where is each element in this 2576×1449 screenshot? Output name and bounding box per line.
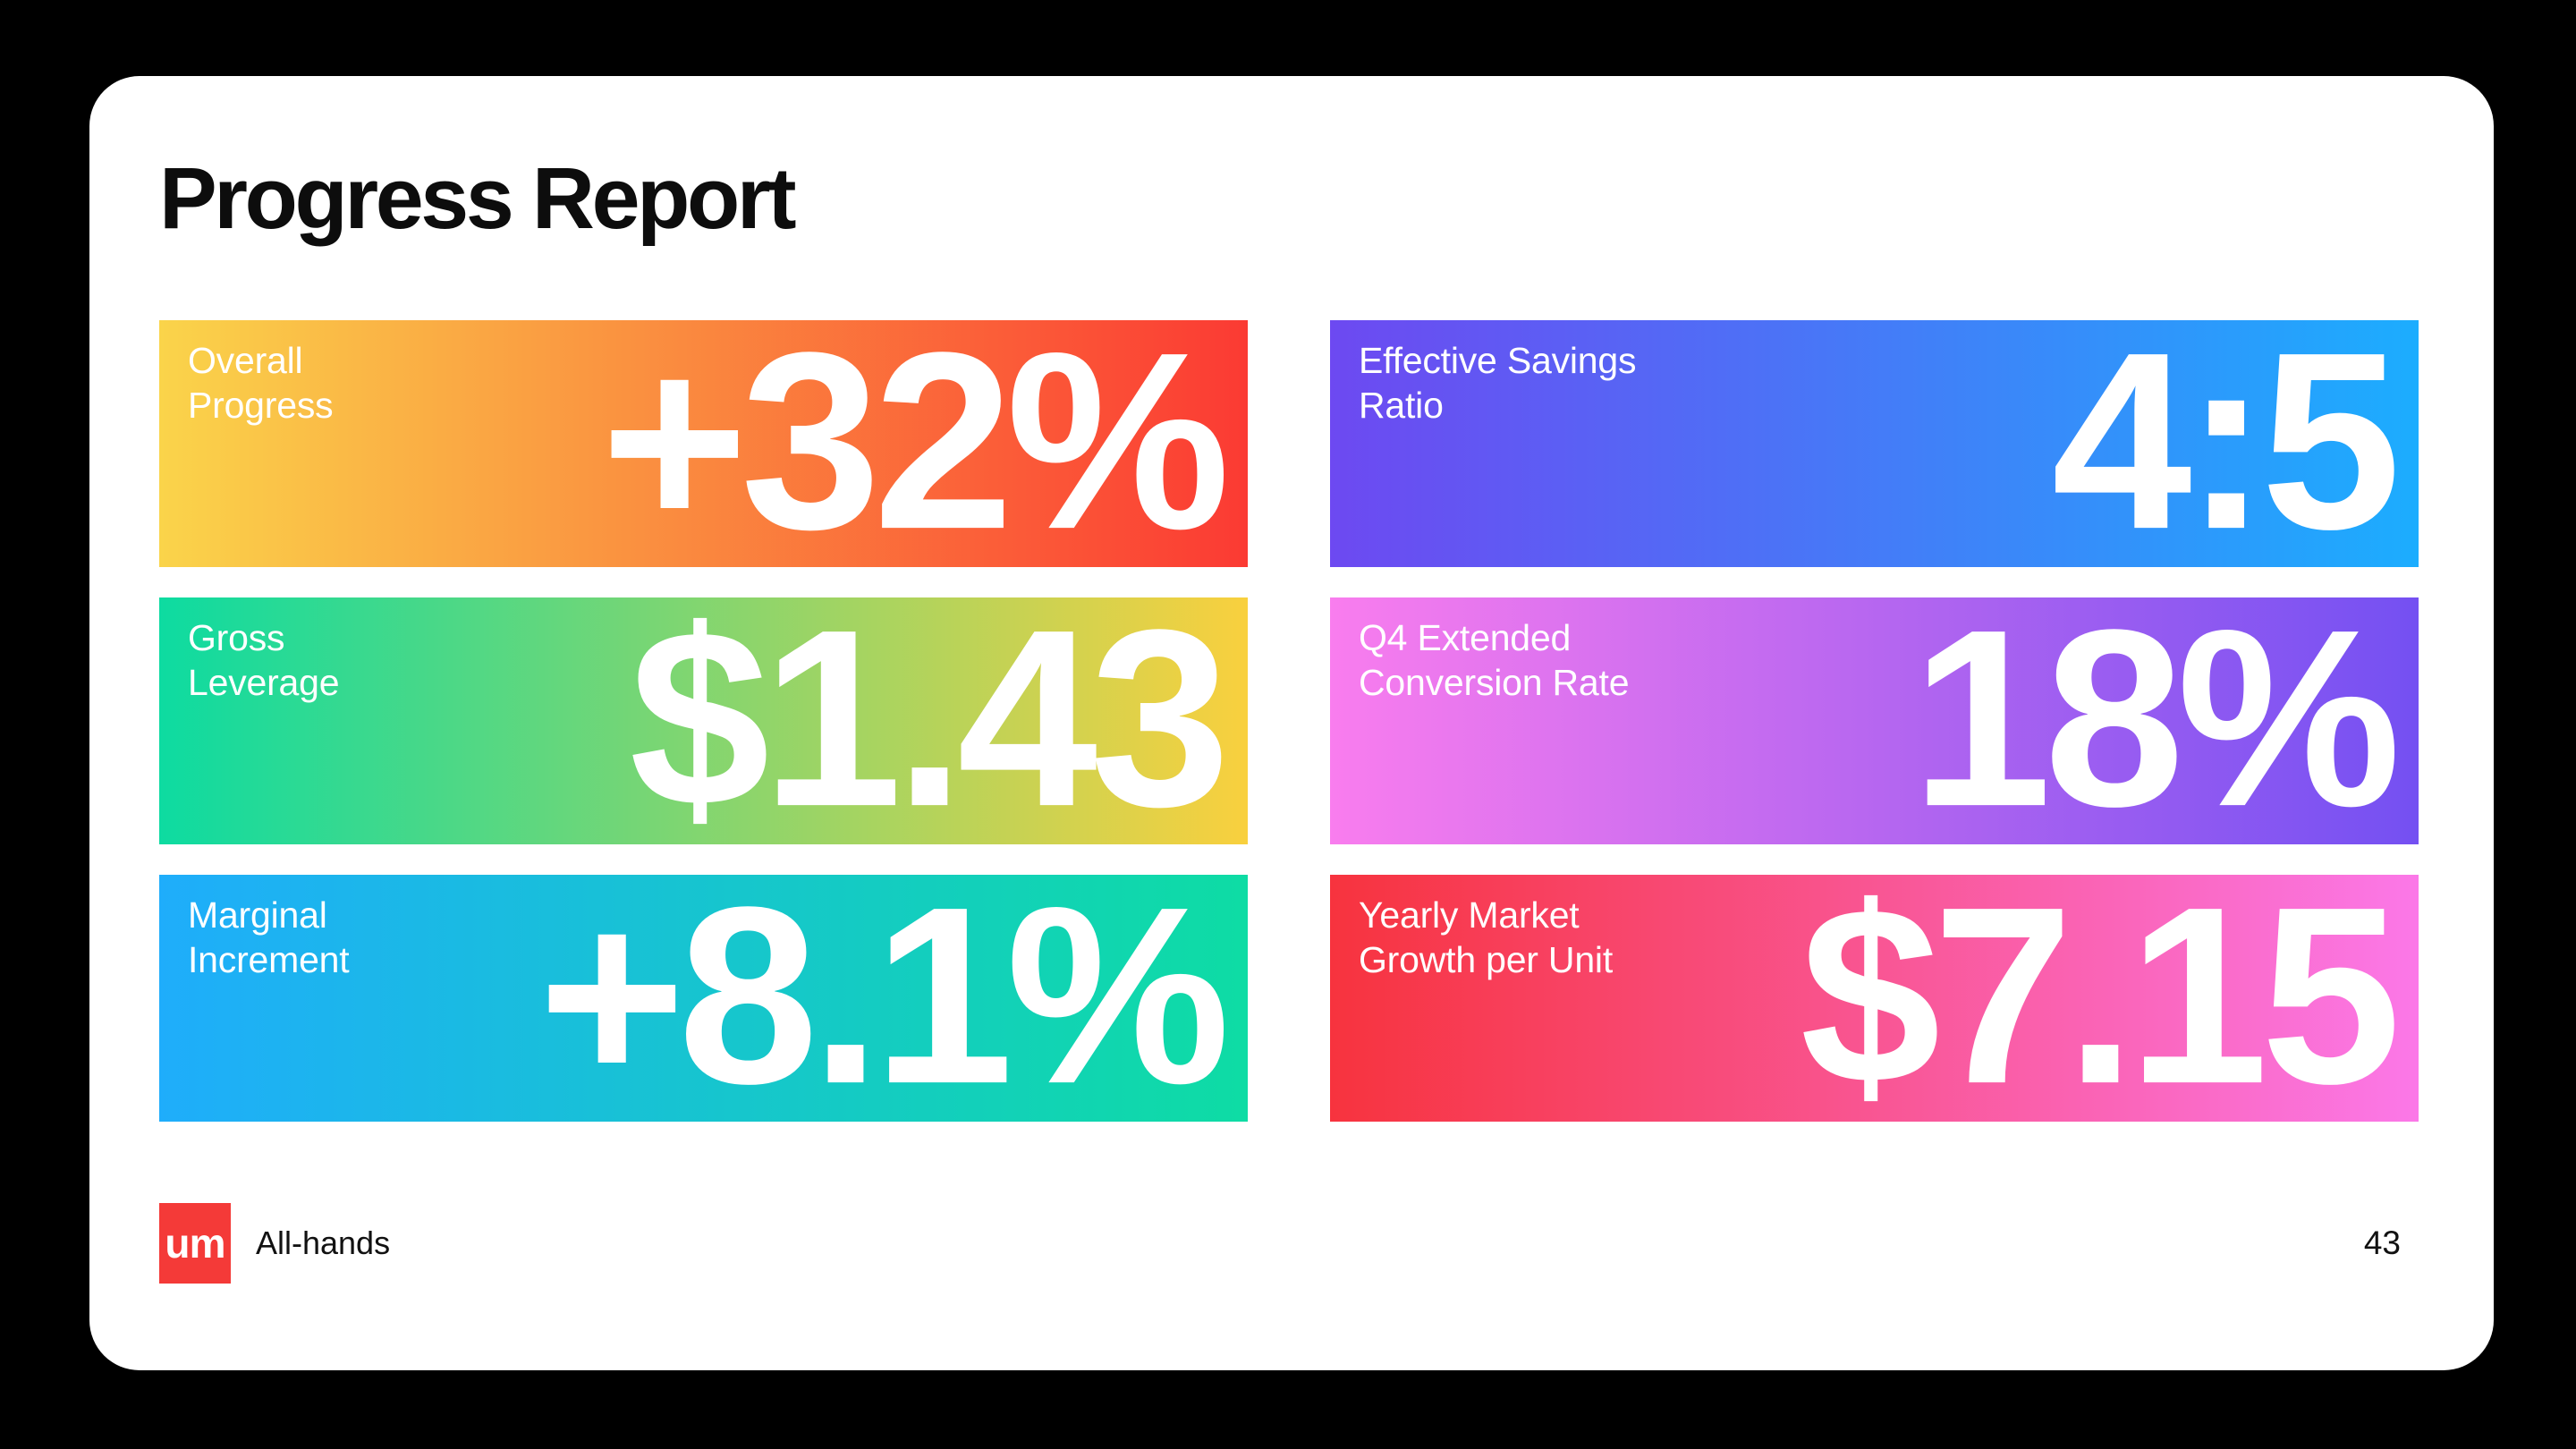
stat-value: 4:5 (2051, 320, 2402, 567)
stat-card-grid: Overall Progress +32% Effective Savings … (159, 320, 2419, 1122)
stat-label: Marginal Increment (188, 894, 350, 981)
slide-canvas: Progress Report Overall Progress +32% Ef… (89, 76, 2494, 1370)
company-logo: um (159, 1203, 231, 1284)
stat-value: $1.43 (629, 597, 1231, 844)
stat-card-q4-conversion-rate: Q4 Extended Conversion Rate 18% (1330, 597, 2419, 844)
stat-card-effective-savings-ratio: Effective Savings Ratio 4:5 (1330, 320, 2419, 567)
stat-value: +8.1% (538, 875, 1231, 1122)
stat-card-yearly-market-growth: Yearly Market Growth per Unit $7.15 (1330, 875, 2419, 1122)
stat-label: Overall Progress (188, 340, 334, 427)
stat-label: Effective Savings Ratio (1359, 340, 1637, 427)
stat-label: Gross Leverage (188, 617, 340, 704)
presentation-name: All-hands (256, 1224, 391, 1261)
stat-card-gross-leverage: Gross Leverage $1.43 (159, 597, 1248, 844)
company-logo-text: um (165, 1220, 225, 1267)
stat-card-marginal-increment: Marginal Increment +8.1% (159, 875, 1248, 1122)
stat-value: +32% (600, 320, 1231, 567)
stat-label: Q4 Extended Conversion Rate (1359, 617, 1630, 704)
page-number: 43 (2363, 1224, 2401, 1261)
stat-card-overall-progress: Overall Progress +32% (159, 320, 1248, 567)
stat-value: 18% (1911, 597, 2402, 844)
slide-footer: um All-hands 43 (159, 1202, 2424, 1284)
stat-label: Yearly Market Growth per Unit (1359, 894, 1614, 981)
page-title: Progress Report (159, 149, 797, 247)
stat-value: $7.15 (1800, 875, 2402, 1122)
